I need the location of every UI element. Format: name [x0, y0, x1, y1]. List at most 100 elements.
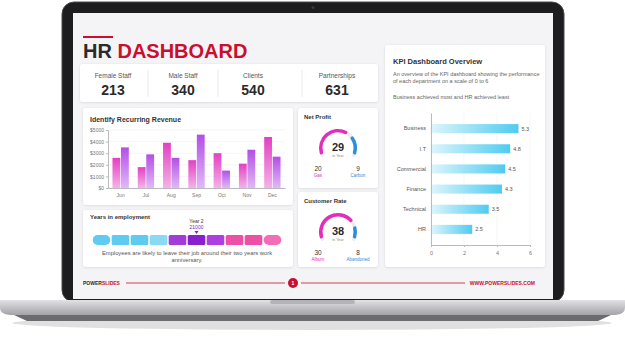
bar	[188, 160, 196, 188]
y-axis: $0$1000$2000$3000$4000$5000	[90, 127, 108, 191]
data-label: 5.3	[521, 126, 529, 132]
segment	[245, 235, 263, 245]
tick-mark	[106, 153, 108, 154]
bar	[163, 143, 171, 188]
title-part: HR	[83, 40, 117, 62]
chart-title: Customer Rate	[304, 198, 347, 204]
marker-value: 21000	[190, 224, 204, 230]
tick: $1000	[90, 174, 108, 180]
tick-label: Dec	[268, 192, 277, 198]
tick-label: $1000	[90, 174, 104, 180]
tick-mark	[497, 245, 498, 247]
bar	[273, 157, 281, 188]
brand: POWERSLIDES	[83, 280, 121, 286]
gauge-item-label: Abandoned	[346, 257, 370, 262]
tick-label: $0	[98, 185, 104, 191]
tick: Oct	[218, 192, 226, 198]
title-part: DASHBOARD	[117, 40, 247, 62]
tick-label: Business	[404, 125, 427, 131]
stat-value: 340	[171, 82, 195, 98]
tick-label: Finance	[406, 186, 426, 192]
header-accent	[83, 36, 113, 38]
chart-title: KPI Dashboard Overview	[393, 57, 482, 66]
chart-card	[385, 45, 545, 267]
page-badge	[288, 278, 298, 288]
gauge-value: 29	[332, 141, 344, 153]
x-axis: JunJulAugSepOctNovDec	[109, 189, 286, 198]
gauge-caption: in Year	[332, 238, 344, 242]
tick: Sep	[192, 192, 201, 198]
stat-label: Female Staff	[95, 72, 132, 79]
data-label: 2.5	[475, 226, 483, 232]
tick-label: Commercial	[397, 166, 426, 172]
annotation: Business achieved most and HR achieved l…	[393, 94, 510, 100]
grid	[108, 130, 285, 188]
tick: 6	[529, 245, 532, 256]
gauge-arc	[353, 226, 357, 238]
tick: I.T	[420, 146, 427, 152]
dashboard: HR DASHBOARD Female Staff213 Male Staff 340…	[80, 37, 545, 288]
gauge-chart: Customer Rate38in Year30Album8Abandoned	[304, 198, 370, 262]
tick-label: 4	[496, 250, 499, 256]
gauge-arc	[319, 213, 353, 238]
stat-label: Male Staff	[168, 72, 197, 79]
tick-mark	[106, 130, 108, 131]
tick: $2000	[90, 162, 108, 168]
tick: 0	[430, 245, 433, 256]
stat-divider	[218, 70, 219, 97]
tick: Dec	[268, 192, 277, 198]
gauge-item-value: 9	[356, 165, 360, 172]
section-title: Years in employment	[90, 214, 150, 220]
axis-line	[106, 131, 109, 189]
bar-chart: Identify Recurring Revenue$0$1000$2000$3…	[90, 116, 286, 198]
title: HR DASHBOARD	[83, 40, 247, 62]
tick: Nov	[243, 192, 252, 198]
bar	[214, 153, 222, 188]
y-axis: BusinessI.TCommercialFinanceTechnicalHR	[397, 114, 432, 246]
tick: Jul	[143, 192, 149, 198]
stat: Clients 540	[218, 70, 265, 98]
stat-label: Clients	[243, 72, 264, 79]
gauge-value: 38	[332, 225, 344, 237]
note: Employees are likely to leave their job …	[102, 250, 272, 263]
stat: Partnerships631	[302, 70, 356, 98]
laptop-lip	[14, 315, 611, 321]
hbar-chart: KPI Dashboard OverviewAn overview of the…	[393, 57, 539, 256]
tick-label: $4000	[90, 139, 104, 145]
bar	[112, 158, 120, 188]
grid-line	[108, 164, 285, 165]
segment	[264, 235, 282, 245]
tick: $4000	[90, 139, 108, 145]
tick-label: $2000	[90, 162, 104, 168]
bar	[431, 205, 489, 214]
segment	[207, 235, 225, 245]
segment	[226, 235, 244, 245]
grid-line	[108, 153, 285, 154]
tick: Commercial	[397, 166, 426, 172]
grid-line	[108, 130, 285, 131]
gauge-arc	[350, 136, 357, 154]
segment	[150, 235, 168, 245]
stat: Female Staff213	[95, 72, 132, 98]
tick-mark	[106, 176, 108, 177]
tick-label: $5000	[90, 127, 104, 133]
gauge-item-label: Gas	[314, 173, 323, 178]
bar	[431, 225, 472, 234]
marker-pointer	[195, 231, 199, 234]
grid-line	[108, 188, 285, 189]
tick: Aug	[167, 192, 176, 198]
tick-label: I.T	[420, 146, 427, 152]
gauge	[319, 213, 357, 241]
axis-line	[431, 114, 432, 246]
laptop-shadow	[12, 316, 612, 330]
stat-value: 631	[325, 82, 349, 98]
bar	[247, 150, 255, 188]
gauge-item-value: 30	[314, 249, 322, 256]
stat-value: 540	[241, 82, 265, 98]
data-label: 4.5	[508, 166, 516, 172]
chart-card	[298, 108, 378, 188]
tick-label: Sep	[192, 192, 201, 198]
bars	[112, 135, 280, 188]
tick-mark	[530, 245, 531, 247]
tick: Technical	[403, 206, 426, 212]
